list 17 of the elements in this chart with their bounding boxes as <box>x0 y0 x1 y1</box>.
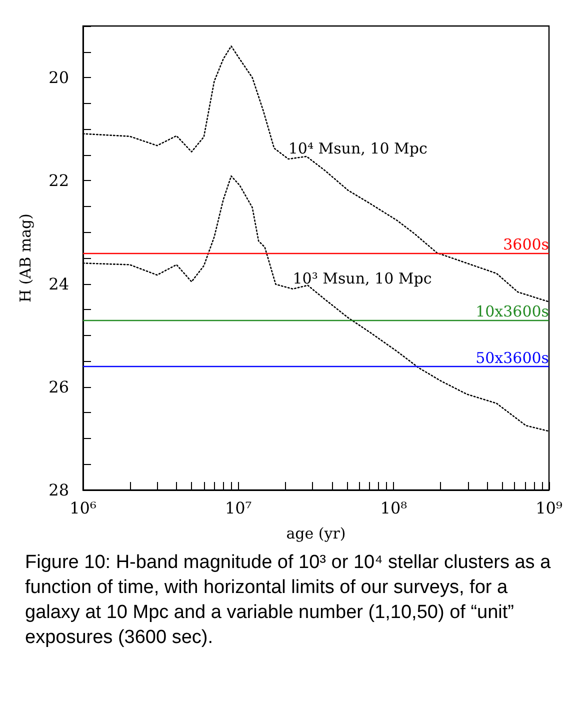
x-tick-label: 10⁸ <box>380 498 408 518</box>
x-tick-label: 10⁹ <box>536 498 563 518</box>
y-tick-label: 28 <box>48 480 69 500</box>
ref-line-label: 10x3600s <box>476 302 549 320</box>
caption: Figure 10: H-band magnitude of 10³ or 10⁴ stellar clusters as a function of time, with horizontal limits of our surveys, for a galaxy at 10 Mpc and a variable number (1,10,50) of “unit” exposures (3600 sec). <box>24 551 552 650</box>
y-tick-label: 26 <box>48 377 69 396</box>
x-axis-title: age (yr) <box>286 524 346 542</box>
x-tick-label: 10⁷ <box>224 498 252 518</box>
x-tick-label: 10⁶ <box>70 498 96 518</box>
series-label: 10⁴ Msun, 10 Mpc <box>288 140 428 158</box>
ref-line-label: 3600s <box>503 235 549 254</box>
y-tick-label: 22 <box>48 171 69 190</box>
ref-line-label: 50x3600s <box>476 348 549 367</box>
y-tick-label: 24 <box>48 274 69 294</box>
y-axis-title: H (AB mag) <box>16 214 34 302</box>
y-tick-label: 20 <box>48 68 69 88</box>
series-label: 10³ Msun, 10 Mpc <box>292 269 432 288</box>
